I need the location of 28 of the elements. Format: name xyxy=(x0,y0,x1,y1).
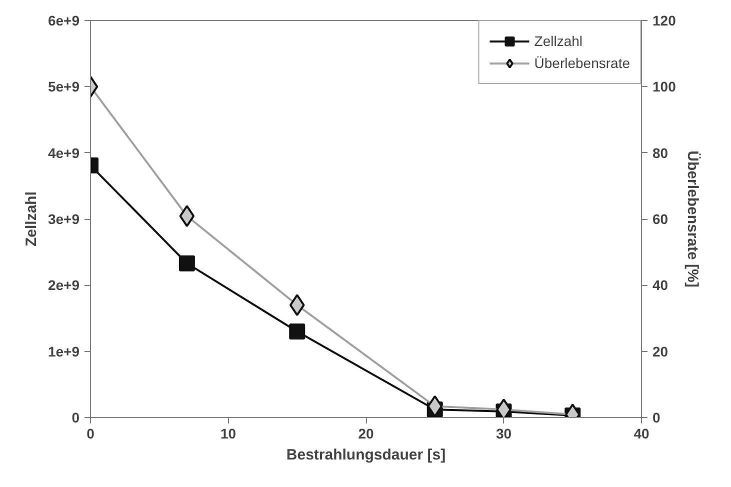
point xyxy=(289,294,305,316)
y2-tick-label: 80 xyxy=(652,144,668,161)
x-tick-label: 10 xyxy=(220,426,236,442)
y2-tick-label: 60 xyxy=(652,211,668,227)
y-tick-label: 1e+9 xyxy=(48,343,80,360)
legend-label: Zellzahl xyxy=(534,33,583,49)
x-tick-label: 30 xyxy=(496,426,512,442)
y2-tick-label: 100 xyxy=(652,78,676,95)
y-tick-label: 4e+9 xyxy=(48,144,80,161)
legend-label: Überlebensrate xyxy=(534,55,630,71)
point xyxy=(289,323,306,340)
y2-tick-label: 20 xyxy=(652,343,668,360)
x-tick-label: 20 xyxy=(358,426,374,442)
point xyxy=(178,255,195,272)
y2-tick-label: 40 xyxy=(652,277,668,294)
y-tick-label: 2e+9 xyxy=(48,277,80,294)
x-axis-title: Bestrahlungsdauer [s] xyxy=(286,446,446,464)
y-tick-label: 0 xyxy=(72,410,80,426)
point xyxy=(179,205,195,228)
x-tick-label: 40 xyxy=(634,426,650,442)
y2-tick-label: 0 xyxy=(652,410,660,426)
y-tick-label: 5e+9 xyxy=(48,78,80,95)
x-tick-label: 0 xyxy=(86,426,95,442)
y-axis-title: Zellzahl xyxy=(22,191,40,247)
y-tick-label: 3e+9 xyxy=(48,211,80,227)
y-tick-label: 6e+9 xyxy=(48,12,80,28)
y2-tick-label: 120 xyxy=(652,12,676,28)
y2-axis-title: Überlebensrate [%] xyxy=(684,150,701,288)
